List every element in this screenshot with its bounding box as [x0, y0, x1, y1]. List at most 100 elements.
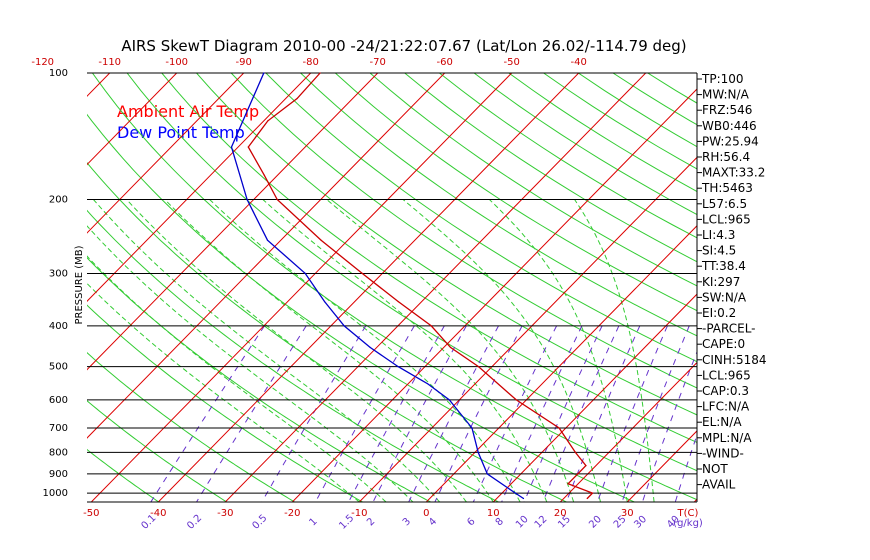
mixing-ratio-label: 0.2	[185, 513, 204, 532]
side-panel-item: EI:0.2	[702, 306, 736, 320]
dry-adiabat	[369, 73, 697, 287]
side-panel-item: AVAIL	[702, 478, 736, 492]
moist-adiabat	[164, 199, 494, 502]
series-point	[343, 325, 345, 327]
mixing-ratio-line	[542, 325, 620, 502]
y-tick-label: 300	[49, 268, 68, 279]
moist-adiabat	[402, 199, 601, 502]
bottom-tick-label: 10	[487, 508, 500, 519]
dry-adiabat	[265, 73, 697, 363]
mixing-ratio-label: 6	[465, 516, 477, 528]
side-panel-item: LCL:965	[702, 212, 751, 226]
mixing-ratio-line	[348, 325, 445, 502]
side-panel-item: -WIND-	[702, 446, 744, 460]
series-point	[276, 198, 278, 201]
chart-title: AIRS SkewT Diagram 2010-00 -24/21:22:07.…	[121, 37, 686, 55]
side-panel-item: TH:5463	[701, 181, 753, 195]
side-panel-item: MW:N/A	[702, 88, 750, 102]
mixing-ratio-label: 12	[533, 514, 550, 531]
dry-adiabat	[230, 73, 697, 389]
mixing-ratio-unit-label: (g/kg)	[673, 518, 703, 529]
series-point	[567, 483, 569, 485]
dry-adiabat	[126, 73, 697, 472]
side-panel-item: SW:N/A	[702, 290, 747, 304]
bottom-tick-label: -30	[217, 508, 233, 519]
series-point	[320, 239, 322, 241]
series-point	[397, 366, 399, 368]
side-panel-item: MPL:N/A	[702, 431, 752, 445]
dry-adiabat	[300, 73, 697, 337]
bottom-tick-label: 0	[423, 508, 429, 519]
bottom-tick-label: 30	[621, 508, 634, 519]
mixing-ratio-label: 8	[494, 516, 506, 528]
series-line-dew-point	[230, 72, 524, 500]
y-tick-label: 400	[49, 321, 68, 332]
top-tick-label: -120	[31, 57, 54, 68]
series-point	[369, 346, 371, 348]
y-tick-label: 500	[49, 362, 68, 373]
grid-layer	[0, 72, 698, 503]
series-point	[477, 366, 480, 368]
series-point	[574, 451, 577, 453]
mixing-ratio-line	[642, 350, 697, 502]
series-point	[586, 497, 588, 500]
isotherm-line	[358, 156, 697, 502]
isotherm-line	[291, 88, 697, 502]
legend-ambient-air-temp: Ambient Air Temp	[117, 102, 259, 121]
top-tick-label: -100	[165, 57, 188, 68]
moist-adiabat	[87, 282, 360, 502]
mixing-ratio-line	[150, 325, 265, 502]
mixing-ratio-label: 10	[514, 514, 531, 531]
series-point	[471, 427, 473, 429]
y-tick-label: 900	[49, 469, 68, 480]
side-panel-item: FRZ:546	[702, 103, 752, 117]
mixing-ratio-label: 30	[632, 514, 649, 531]
series-point	[427, 383, 429, 385]
y-axis-label: PRESSURE (MB)	[74, 245, 85, 324]
series-point	[361, 272, 363, 274]
top-tick-label: -90	[236, 57, 252, 68]
mixing-ratio-label: 20	[587, 514, 604, 531]
moist-adiabat	[326, 199, 575, 502]
series-point	[304, 272, 306, 274]
moist-adiabat	[93, 199, 441, 502]
mixing-ratio-label: 2	[365, 516, 377, 528]
side-panel-item: LFC:N/A	[702, 400, 750, 414]
isotherm-line	[87, 73, 178, 166]
isotherm-line	[87, 73, 312, 302]
series-point	[246, 198, 248, 201]
mixing-ratio-line	[596, 325, 668, 502]
mixing-ratio-label: 0.5	[251, 513, 270, 532]
mixing-ratio-line	[472, 325, 558, 502]
series-point	[515, 399, 517, 401]
series-line-air-temp	[247, 72, 594, 499]
mixing-ratio-line	[314, 325, 415, 502]
moist-adiabat	[126, 199, 467, 502]
moist-adiabat	[489, 199, 628, 502]
mixing-ratio-line	[408, 325, 499, 502]
mixing-ratio-line	[261, 325, 367, 502]
dry-adiabat	[161, 73, 697, 444]
y-tick-label: 800	[49, 447, 68, 458]
mixing-ratio-label: 4	[427, 516, 439, 528]
isotherm-line	[157, 73, 580, 502]
mixing-ratio-line	[372, 325, 467, 502]
dry-adiabat	[404, 73, 697, 263]
isotherm-line	[224, 73, 647, 502]
series-point	[486, 473, 488, 475]
data-layer	[230, 72, 594, 500]
side-panel-item: L57:6.5	[702, 197, 747, 211]
series-point	[591, 492, 594, 494]
isotherm-line	[87, 73, 446, 439]
side-panel-item: EL:N/A	[702, 415, 742, 429]
top-tick-label: -70	[370, 57, 386, 68]
series-point	[319, 72, 321, 74]
dry-adiabat	[473, 73, 697, 216]
top-tick-label: -110	[98, 57, 121, 68]
isotherm-line	[492, 293, 697, 502]
isotherm-line	[559, 361, 697, 502]
isotherm-line	[0, 73, 43, 502]
isotherm-line	[87, 73, 245, 234]
series-point	[263, 72, 265, 74]
top-tick-label: -40	[571, 57, 587, 68]
